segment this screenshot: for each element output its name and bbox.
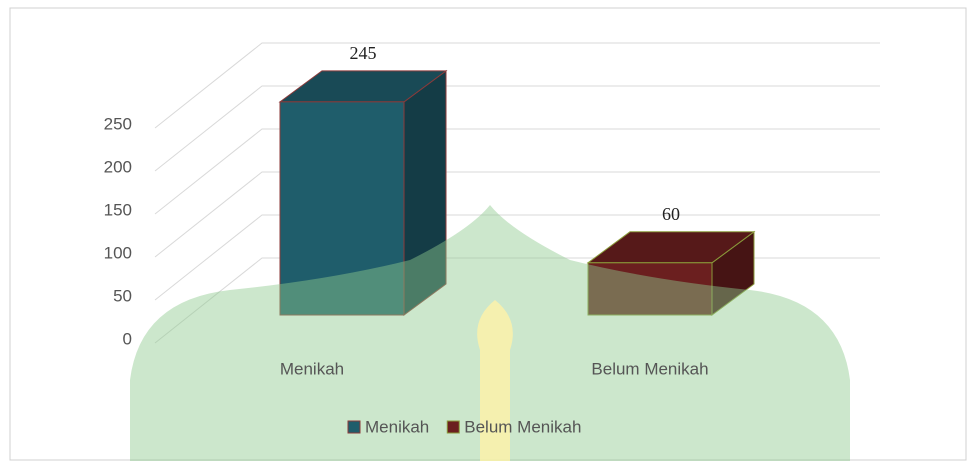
y-tick-label: 0 <box>123 329 132 348</box>
legend-swatch <box>447 421 459 433</box>
x-tick-label: Belum Menikah <box>591 359 708 378</box>
value-label: 60 <box>662 204 680 224</box>
legend-swatch <box>348 421 360 433</box>
value-label: 245 <box>350 43 377 63</box>
y-tick-label: 50 <box>113 286 132 305</box>
y-tick-label: 100 <box>104 243 132 262</box>
y-tick-label: 250 <box>104 114 132 133</box>
watermark-candle <box>477 300 513 461</box>
chart: 0 50 100 150 200 250 Menikah 245 Belum Menikah 60… <box>0 0 977 461</box>
legend-label: Belum Menikah <box>464 417 581 436</box>
x-tick-label: Menikah <box>280 359 344 378</box>
y-tick-label: 200 <box>104 157 132 176</box>
legend-label: Menikah <box>365 417 429 436</box>
y-tick-label: 150 <box>104 200 132 219</box>
